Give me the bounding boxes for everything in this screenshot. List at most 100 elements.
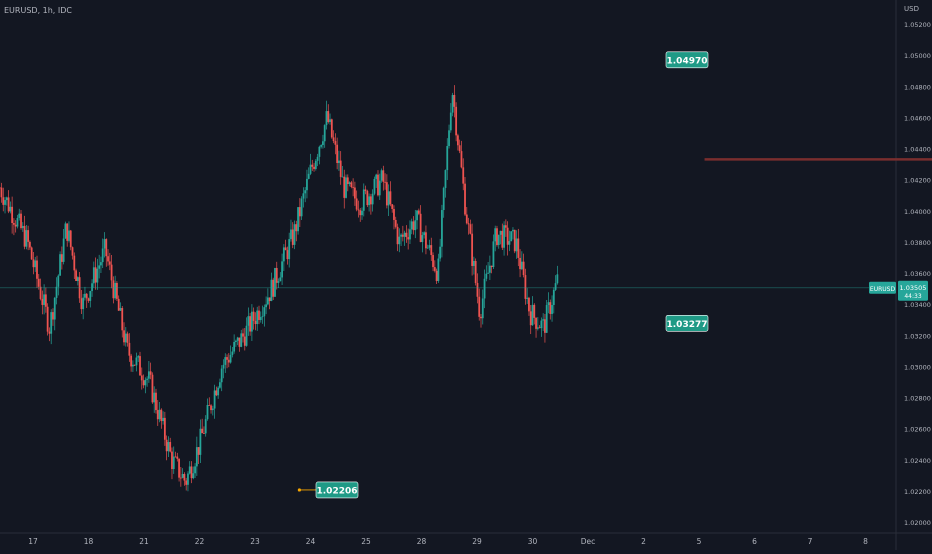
candle-body[interactable] bbox=[398, 236, 401, 245]
candle-body[interactable] bbox=[201, 428, 204, 434]
candle-body[interactable] bbox=[64, 223, 67, 239]
candle-body[interactable] bbox=[551, 304, 553, 314]
candle-body[interactable] bbox=[206, 404, 209, 420]
candle-body[interactable] bbox=[538, 327, 541, 329]
candle-body[interactable] bbox=[385, 182, 388, 206]
candle-body[interactable] bbox=[87, 298, 90, 301]
candle-body[interactable] bbox=[27, 230, 30, 242]
candle-body[interactable] bbox=[211, 408, 214, 411]
candle-body[interactable] bbox=[176, 456, 179, 459]
candle-body[interactable] bbox=[472, 260, 475, 266]
candle-body[interactable] bbox=[231, 351, 234, 355]
candle-body[interactable] bbox=[112, 280, 115, 299]
candle-body[interactable] bbox=[25, 230, 28, 247]
candle-body[interactable] bbox=[311, 164, 314, 167]
candle-body[interactable] bbox=[430, 245, 433, 256]
candle-body[interactable] bbox=[433, 267, 436, 271]
candle-body[interactable] bbox=[316, 156, 319, 161]
candle-body[interactable] bbox=[73, 255, 76, 271]
candle-body[interactable] bbox=[2, 197, 5, 205]
candle-body[interactable] bbox=[409, 229, 411, 240]
candle-body[interactable] bbox=[135, 357, 138, 366]
candle-body[interactable] bbox=[416, 210, 418, 221]
candle-body[interactable] bbox=[387, 191, 390, 206]
candle-body[interactable] bbox=[108, 261, 111, 265]
candle-body[interactable] bbox=[288, 239, 291, 260]
candle-body[interactable] bbox=[313, 166, 315, 169]
candle-body[interactable] bbox=[481, 298, 484, 319]
candle-body[interactable] bbox=[100, 262, 102, 266]
candle-body[interactable] bbox=[220, 368, 223, 383]
candle-body[interactable] bbox=[462, 167, 465, 184]
candle-body[interactable] bbox=[44, 294, 47, 307]
candle-body[interactable] bbox=[259, 317, 262, 321]
candle-body[interactable] bbox=[483, 278, 486, 299]
candle-body[interactable] bbox=[480, 316, 482, 319]
candle-body[interactable] bbox=[261, 316, 264, 318]
candle-body[interactable] bbox=[554, 283, 557, 290]
candle-body[interactable] bbox=[361, 210, 363, 216]
candle-body[interactable] bbox=[499, 230, 502, 235]
candle-body[interactable] bbox=[272, 279, 275, 297]
candle-body[interactable] bbox=[41, 298, 44, 305]
candle-body[interactable] bbox=[128, 342, 131, 356]
candle-body[interactable] bbox=[362, 189, 365, 211]
candle-body[interactable] bbox=[464, 183, 466, 215]
candle-body[interactable] bbox=[526, 297, 529, 299]
candle-body[interactable] bbox=[552, 289, 555, 305]
candle-body[interactable] bbox=[227, 359, 230, 363]
candle-body[interactable] bbox=[98, 265, 101, 269]
candle-body[interactable] bbox=[217, 387, 220, 396]
candle-body[interactable] bbox=[185, 480, 188, 485]
candle-body[interactable] bbox=[39, 286, 42, 299]
candle-body[interactable] bbox=[7, 197, 10, 212]
candle-body[interactable] bbox=[520, 261, 523, 270]
candle-body[interactable] bbox=[32, 259, 35, 268]
candle-body[interactable] bbox=[105, 239, 108, 257]
candle-body[interactable] bbox=[428, 245, 431, 248]
candle-body[interactable] bbox=[504, 225, 507, 228]
level-badge[interactable] bbox=[665, 51, 709, 69]
candle-body[interactable] bbox=[163, 417, 166, 440]
candle-body[interactable] bbox=[545, 305, 548, 333]
candle-body[interactable] bbox=[21, 225, 24, 229]
candle-body[interactable] bbox=[448, 130, 450, 147]
candle-body[interactable] bbox=[524, 275, 527, 299]
candle-body[interactable] bbox=[357, 209, 360, 211]
candle-body[interactable] bbox=[121, 308, 124, 331]
candle-body[interactable] bbox=[332, 137, 335, 142]
candle-body[interactable] bbox=[298, 207, 301, 217]
candle-body[interactable] bbox=[80, 298, 83, 310]
candle-body[interactable] bbox=[412, 221, 415, 231]
candle-body[interactable] bbox=[117, 298, 120, 311]
candle-body[interactable] bbox=[249, 316, 252, 332]
candle-body[interactable] bbox=[496, 228, 498, 245]
candle-body[interactable] bbox=[485, 273, 488, 279]
candle-body[interactable] bbox=[114, 282, 117, 299]
candle-body[interactable] bbox=[91, 283, 93, 292]
candle-body[interactable] bbox=[110, 264, 113, 281]
candle-body[interactable] bbox=[446, 146, 449, 171]
candle-body[interactable] bbox=[130, 355, 133, 367]
candle-body[interactable] bbox=[85, 293, 88, 299]
candle-body[interactable] bbox=[533, 304, 536, 318]
candle-body[interactable] bbox=[155, 392, 157, 411]
candle-body[interactable] bbox=[238, 337, 241, 347]
candle-body[interactable] bbox=[432, 255, 434, 268]
candle-body[interactable] bbox=[354, 187, 356, 199]
candle-body[interactable] bbox=[396, 226, 399, 245]
candle-body[interactable] bbox=[82, 297, 85, 310]
candle-body[interactable] bbox=[199, 428, 202, 455]
candle-body[interactable] bbox=[243, 336, 246, 346]
candle-body[interactable] bbox=[542, 319, 545, 321]
candle-body[interactable] bbox=[258, 310, 260, 321]
candle-body[interactable] bbox=[59, 254, 61, 276]
candle-body[interactable] bbox=[252, 311, 255, 321]
candle-body[interactable] bbox=[393, 208, 395, 220]
candle-body[interactable] bbox=[263, 307, 266, 317]
candle-body[interactable] bbox=[339, 160, 342, 177]
candle-body[interactable] bbox=[457, 135, 459, 146]
candle-body[interactable] bbox=[474, 260, 477, 283]
level-anchor-point[interactable] bbox=[297, 488, 301, 492]
